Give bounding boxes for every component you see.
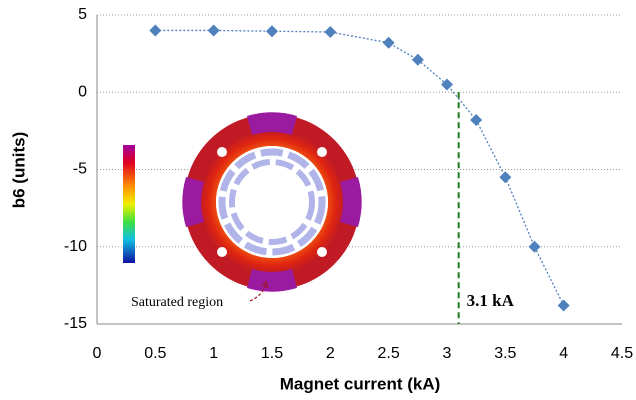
saturation-bottom [247,269,297,292]
hole [317,147,327,157]
x-tick-label: 4.5 [611,345,633,362]
point [470,114,483,127]
hole [217,147,227,157]
point [411,53,424,66]
magnet-inset [123,112,362,302]
saturation-top [247,112,297,135]
x-tick-label: 2 [326,345,335,362]
point [557,299,570,312]
point [382,36,395,49]
saturation-right [340,177,362,227]
annotation-label: Saturated region [131,295,223,310]
saturation-left [182,177,204,227]
hole [317,247,327,257]
colorbar [123,145,135,263]
point [207,24,220,37]
x-tick-label: 1 [209,345,218,362]
y-axis-title: b6 (units) [9,132,28,209]
y-tick-label: -15 [64,315,87,332]
point [499,171,512,184]
point [528,240,541,253]
hole [217,247,227,257]
x-tick-label: 1.5 [261,345,283,362]
x-tick-label: 4 [559,345,568,362]
point [149,24,162,37]
y-tick-label: 0 [78,83,87,100]
annotation-label: 3.1 kA [467,291,515,310]
point [266,25,278,38]
x-axis-title: Magnet current (kA) [280,374,441,393]
coil-inner [229,159,315,245]
y-tick-label: -5 [73,161,87,178]
x-tick-label: 2.5 [378,345,400,362]
y-tick-label: -10 [64,238,87,255]
annotation-arrow-head [261,280,269,289]
annotation-arrow [249,283,267,302]
x-tick-label: 0.5 [144,345,166,362]
point [324,25,337,38]
x-tick-label: 0 [93,345,102,362]
x-tick-label: 3 [443,345,452,362]
grid [96,14,622,325]
x-tick-label: 3.5 [494,345,516,362]
y-tick-label: 5 [78,6,87,23]
coil-outer [218,148,326,256]
point [441,78,453,91]
